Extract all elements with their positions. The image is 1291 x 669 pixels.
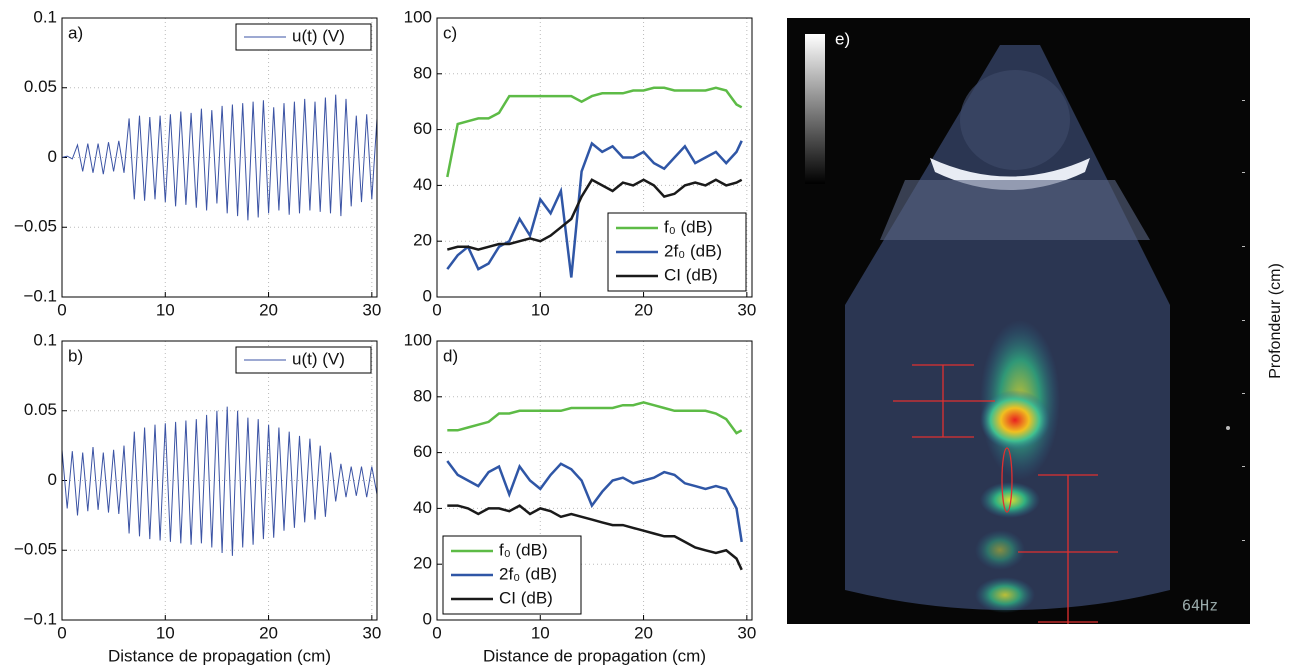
y-tick-label: −0.05 (14, 217, 57, 236)
x-tick-label: 0 (432, 623, 441, 642)
legend-label: f₀ (dB) (499, 540, 548, 559)
y-tick-label: 0.1 (33, 330, 57, 349)
y-tick-label: 40 (413, 175, 432, 194)
y-tick-label: 20 (413, 554, 432, 573)
series-line (61, 94, 378, 221)
y-tick-label: 0 (48, 147, 57, 166)
x-tick-label: 30 (737, 300, 756, 319)
x-tick-label: 20 (259, 300, 278, 319)
legend-label: f₀ (dB) (664, 217, 713, 236)
x-tick-label: 0 (57, 300, 66, 319)
panel-label: d) (443, 346, 458, 365)
panel-label: e) (835, 29, 850, 48)
y-tick-label: 0.05 (24, 77, 57, 96)
legend-label: CI (dB) (499, 588, 553, 607)
legend-label: 2f₀ (dB) (664, 241, 722, 260)
x-tick-label: 10 (156, 300, 175, 319)
y-tick-label: 0.1 (33, 7, 57, 26)
x-tick-label: 10 (531, 623, 550, 642)
y-tick-label: 60 (413, 119, 432, 138)
y-tick-label: 100 (404, 7, 432, 26)
x-tick-label: 0 (432, 300, 441, 319)
panel-label: c) (443, 23, 457, 42)
y-tick-label: 100 (404, 330, 432, 349)
series-line (447, 401, 743, 435)
x-tick-label: 30 (362, 300, 381, 319)
y-tick-label: −0.05 (14, 540, 57, 559)
legend-label: u(t) (V) (292, 349, 345, 368)
series-line (61, 406, 378, 556)
x-tick-label: 20 (634, 300, 653, 319)
series-line (447, 504, 743, 571)
y-tick-label: −0.1 (23, 286, 57, 305)
annotation: 64Hz (1182, 597, 1218, 615)
y-tick-label: 80 (413, 386, 432, 405)
legend-box (235, 23, 372, 51)
x-tick-label: 10 (156, 623, 175, 642)
x-tick-label: 20 (634, 623, 653, 642)
x-axis-label: Distance de propagation (cm) (483, 646, 706, 665)
plot-frame (436, 340, 753, 621)
y-tick-label: −0.1 (23, 609, 57, 628)
legend-label: 2f₀ (dB) (499, 564, 557, 583)
y-tick-label: 20 (413, 231, 432, 250)
panel-label: b) (68, 346, 83, 365)
x-tick-label: 30 (737, 623, 756, 642)
series-line (446, 178, 743, 251)
y-tick-label: 0 (423, 609, 432, 628)
ultrasound-panel: e) 64Hz Profondeur (cm) (787, 18, 1284, 624)
x-tick-label: 0 (57, 623, 66, 642)
plot-frame (436, 17, 753, 298)
series-line (446, 460, 743, 543)
y-tick-label: 0.05 (24, 400, 57, 419)
x-tick-label: 20 (259, 623, 278, 642)
panel-label: a) (68, 23, 83, 42)
y-tick-label: 0 (48, 470, 57, 489)
x-tick-label: 10 (531, 300, 550, 319)
y-tick-label: 40 (413, 498, 432, 517)
plot-frame (61, 340, 378, 621)
plot-frame (61, 17, 378, 298)
y-tick-label: 60 (413, 442, 432, 461)
x-axis-label: Distance de propagation (cm) (108, 646, 331, 665)
y-axis-label: Profondeur (cm) (1267, 263, 1284, 379)
series-line (446, 140, 743, 278)
x-tick-label: 30 (362, 623, 381, 642)
series-line (446, 86, 743, 178)
y-tick-label: 0 (423, 286, 432, 305)
y-tick-label: 80 (413, 63, 432, 82)
legend-label: u(t) (V) (292, 26, 345, 45)
legend-label: CI (dB) (664, 265, 718, 284)
